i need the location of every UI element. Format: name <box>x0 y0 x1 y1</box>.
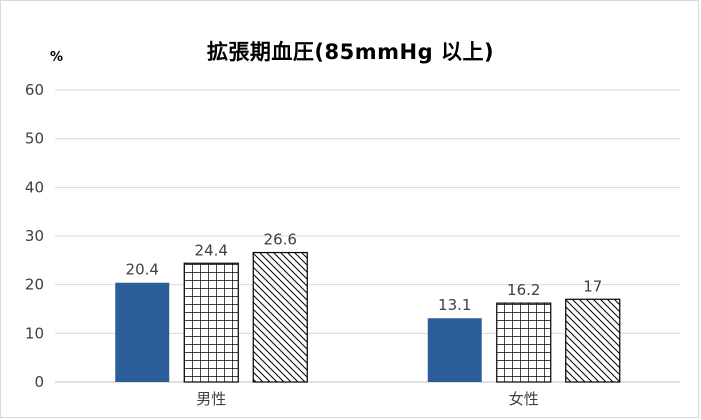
data-label: 13.1 <box>438 296 471 314</box>
bar <box>183 262 239 383</box>
y-tick-label: 20 <box>25 276 44 294</box>
chart-title: 拡張期血圧(85mmHg 以上) <box>206 40 495 64</box>
bar <box>115 282 170 382</box>
data-label: 17 <box>583 277 602 295</box>
y-tick-label: 60 <box>25 81 44 99</box>
data-label: 20.4 <box>126 261 159 279</box>
bar <box>252 251 308 383</box>
y-axis-unit: % <box>50 50 64 65</box>
y-tick-label: 0 <box>34 373 44 391</box>
data-label: 24.4 <box>195 241 228 259</box>
bar <box>565 298 621 383</box>
y-tick-label: 10 <box>25 324 44 342</box>
bar <box>427 318 482 382</box>
x-category-label: 男性 <box>196 390 226 408</box>
data-label: 26.6 <box>264 231 297 249</box>
bar <box>496 302 552 383</box>
y-tick-label: 40 <box>25 178 44 196</box>
y-tick-label: 50 <box>25 130 44 148</box>
data-label: 16.2 <box>507 281 540 299</box>
y-tick-label: 30 <box>25 227 44 245</box>
x-category-label: 女性 <box>509 390 539 408</box>
